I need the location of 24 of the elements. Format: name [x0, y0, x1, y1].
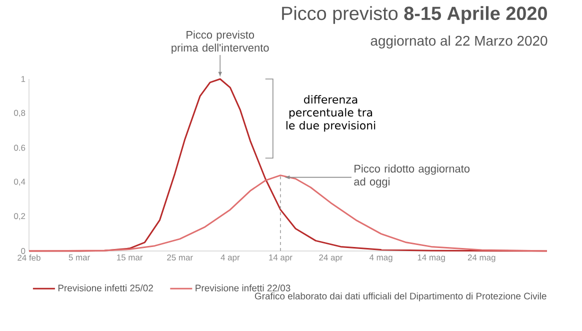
x-tick-label: 14 apr — [269, 254, 292, 262]
y-tick-label: 0,2 — [14, 213, 26, 220]
annotation: Picco previsto prima dell'intervento — [172, 30, 269, 54]
y-tick-label: 0 — [21, 248, 26, 254]
chart-title: Picco previsto 8-15 Aprile 2020 — [282, 6, 547, 24]
legend-label: Previsione infetti 22/03 — [196, 284, 290, 292]
x-tick-label: 4 mag — [369, 254, 392, 262]
x-tick-label: 24 mag — [468, 254, 496, 262]
x-tick-label: 4 apr — [220, 254, 240, 262]
x-tick-label: 15 mar — [117, 254, 143, 260]
text: Grafico elaborato dai dati ufficiali del Dipartimento di Protezione Civile — [254, 292, 546, 302]
x-tick-label: 24 feb — [18, 254, 40, 261]
legend-label: Previsione infetti 25/02 — [58, 284, 153, 292]
x-tick-label: 5 mar — [68, 254, 90, 260]
annotation: Picco ridotto aggiornato ad oggi — [354, 164, 470, 188]
y-tick-label: 0,8 — [14, 110, 26, 117]
annotation: differenza percentuale tra le due previsioni — [286, 95, 376, 132]
y-tick-label: 0,4 — [14, 178, 26, 186]
y-tick-label: 0.6 — [14, 144, 26, 151]
y-tick-label: 1 — [21, 76, 26, 82]
x-tick-label: 24 apr — [319, 254, 343, 262]
x-tick-label: 14 mag — [418, 254, 445, 262]
x-tick-label: 25 mar — [167, 254, 193, 261]
chart-subtitle: aggiornato al 22 Marzo 2020 — [370, 35, 548, 48]
